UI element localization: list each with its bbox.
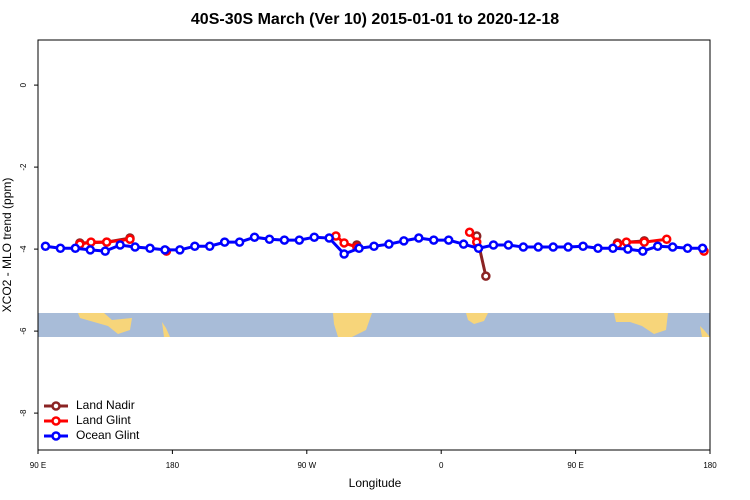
point [518,242,529,252]
point [249,232,260,242]
x-tick-label: 90 E [567,461,583,470]
point [473,243,484,254]
point [190,241,200,251]
point [160,245,170,255]
point [130,242,140,252]
point [697,243,708,254]
point [481,271,491,281]
x-tick-label: 90 E [30,461,46,470]
legend-marker [51,416,61,426]
point [70,243,81,254]
point [339,238,349,248]
point [234,237,245,247]
point [219,237,230,247]
plot-frame [37,39,711,451]
chart-title: 40S-30S March (Ver 10) 2015-01-01 to 202… [191,11,559,28]
point [503,240,514,250]
point [279,235,290,245]
point [608,243,618,254]
legend-marker [51,431,61,441]
point [682,243,693,254]
legend-label: Ocean Glint [76,428,140,442]
y-tick-label: -6 [19,327,28,335]
point [593,243,603,254]
point [55,243,66,254]
legend-label: Land Nadir [76,398,135,412]
x-tick-label: 90 W [297,461,316,470]
point [100,246,110,256]
point [533,242,544,252]
point [414,233,424,243]
point [145,243,155,254]
x-axis-label: Longitude [349,476,402,490]
point [639,237,650,247]
point [264,234,275,245]
point [464,227,475,238]
point [324,233,334,243]
point [458,239,469,249]
y-tick-label: 0 [19,82,28,87]
point [309,232,320,242]
point [548,242,558,252]
point [101,237,112,247]
map-strip [38,313,710,337]
point [354,243,364,254]
point [115,240,125,250]
x-tick-label: 180 [703,461,717,470]
point [125,234,135,245]
x-tick-label: 0 [439,461,444,470]
point [623,244,633,254]
point [294,235,305,245]
point [339,249,349,259]
point [175,245,185,255]
legend-label: Land Glint [76,413,131,427]
y-tick-label: -8 [19,409,28,417]
point [443,235,454,245]
point [86,237,96,247]
legend-marker [51,401,61,411]
point [204,241,215,251]
x-tick-label: 180 [166,461,180,470]
point [638,246,648,256]
point [428,235,439,245]
point [563,242,573,252]
point [40,241,51,251]
series-line [79,235,645,277]
point [652,241,663,251]
point [369,241,379,251]
point [85,245,96,255]
point [661,234,672,245]
point [384,239,394,249]
y-tick-label: -4 [19,245,28,253]
point [399,236,409,246]
y-axis-label: XCO2 - MLO trend (ppm) [0,178,14,313]
y-tick-label: -2 [19,163,28,171]
point [667,242,678,252]
point [488,240,499,250]
point [578,241,588,251]
